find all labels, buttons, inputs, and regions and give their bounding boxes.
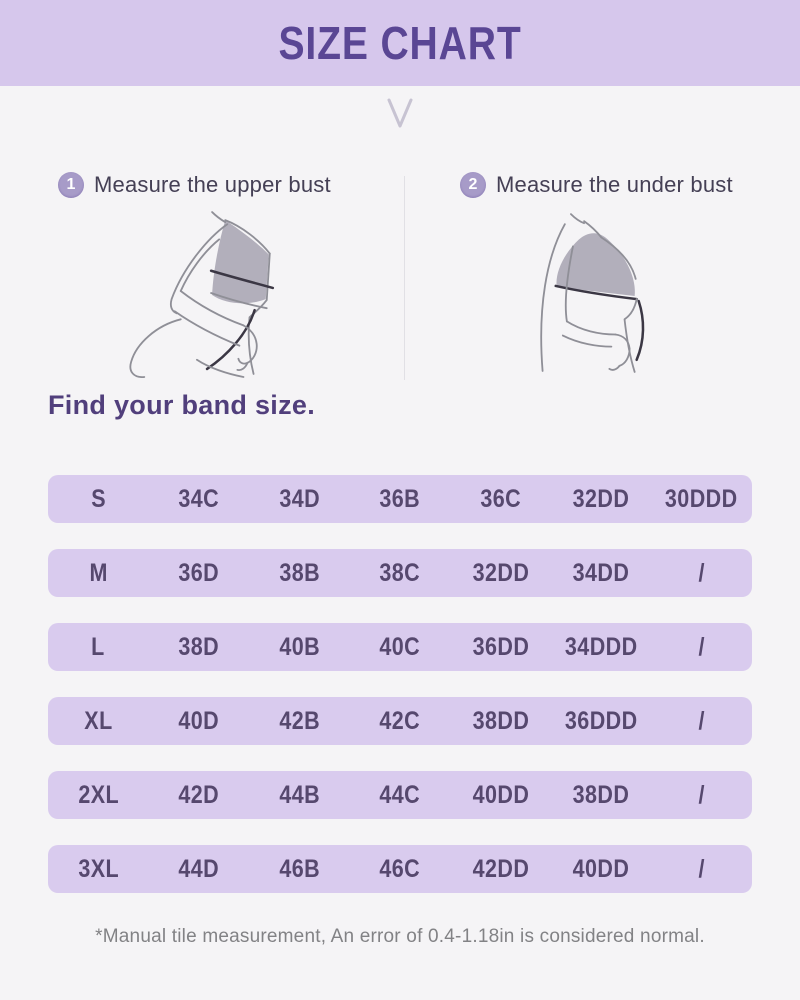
size-value-cell: 38B [279, 559, 320, 587]
size-value-cell: 34D [279, 485, 320, 513]
size-value-cell: / [698, 855, 705, 883]
size-value-cell: / [698, 633, 705, 661]
size-value-cell: 36DD [472, 633, 529, 661]
measurement-disclaimer: *Manual tile measurement, An error of 0.… [95, 926, 705, 947]
size-label-cell: XL [84, 707, 113, 735]
table-row: M 36D 38B 38C 32DD 34DD / [48, 549, 752, 597]
header-banner: SIZE CHART [0, 0, 800, 86]
size-value-cell: 34C [178, 485, 220, 513]
table-row: S 34C 34D 36B 36C 32DD 30DDD [48, 475, 752, 523]
size-value-cell: 42DD [472, 855, 529, 883]
size-value-cell: 46C [379, 855, 421, 883]
size-value-cell: 36B [379, 485, 421, 513]
step-2: 2 Measure the under bust [460, 172, 733, 198]
size-value-cell: / [698, 707, 705, 735]
size-value-cell: 38DD [472, 707, 529, 735]
size-value-cell: 34DDD [564, 633, 638, 661]
step-2-label: Measure the under bust [496, 172, 733, 197]
vertical-divider [404, 176, 405, 380]
size-value-cell: 36D [178, 559, 220, 587]
page-title: SIZE CHART [278, 17, 522, 69]
size-label-cell: 2XL [77, 781, 119, 809]
under-bust-measurement-illustration [540, 213, 645, 373]
size-value-cell: 40DD [472, 781, 529, 809]
size-value-cell: 44B [279, 781, 320, 809]
size-label-cell: M [89, 559, 108, 587]
size-value-cell: 38DD [572, 781, 630, 809]
step-1-number-badge: 1 [58, 172, 84, 198]
size-value-cell: 34DD [572, 559, 630, 587]
size-value-cell: 38C [379, 559, 421, 587]
size-value-cell: 38D [178, 633, 220, 661]
size-value-cell: / [698, 559, 705, 587]
size-value-cell: 30DDD [665, 485, 739, 513]
step-2-number-badge: 2 [460, 172, 486, 198]
step-1-label: Measure the upper bust [94, 172, 331, 197]
size-value-cell: 40C [379, 633, 421, 661]
size-label-cell: 3XL [77, 855, 119, 883]
size-value-cell: 46B [279, 855, 320, 883]
band-size-table: S 34C 34D 36B 36C 32DD 30DDD M 36D 38B 38C 32DD 34D… [48, 475, 752, 919]
size-value-cell: 36C [480, 485, 521, 513]
size-value-cell: 36DDD [564, 707, 638, 735]
table-row: L 38D 40B 40C 36DD 34DDD / [48, 623, 752, 671]
size-value-cell: 32DD [572, 485, 630, 513]
size-value-cell: 32DD [472, 559, 529, 587]
upper-bust-measurement-illustration [129, 211, 275, 378]
size-label-cell: L [91, 633, 106, 661]
size-value-cell: 40B [279, 633, 320, 661]
size-value-cell: 44D [178, 855, 220, 883]
size-value-cell: 42D [178, 781, 220, 809]
band-size-heading: Find your band size. [48, 390, 316, 420]
size-value-cell: 40DD [572, 855, 630, 883]
size-value-cell: 44C [379, 781, 421, 809]
size-value-cell: 40D [178, 707, 220, 735]
size-value-cell: 42C [379, 707, 421, 735]
table-row: 3XL 44D 46B 46C 42DD 40DD / [48, 845, 752, 893]
size-value-cell: / [698, 781, 705, 809]
size-label-cell: S [90, 485, 106, 513]
table-row: XL 40D 42B 42C 38DD 36DDD / [48, 697, 752, 745]
chevron-down-icon [0, 94, 800, 139]
step-1: 1 Measure the upper bust [58, 172, 331, 198]
size-value-cell: 42B [279, 707, 320, 735]
table-row: 2XL 42D 44B 44C 40DD 38DD / [48, 771, 752, 819]
